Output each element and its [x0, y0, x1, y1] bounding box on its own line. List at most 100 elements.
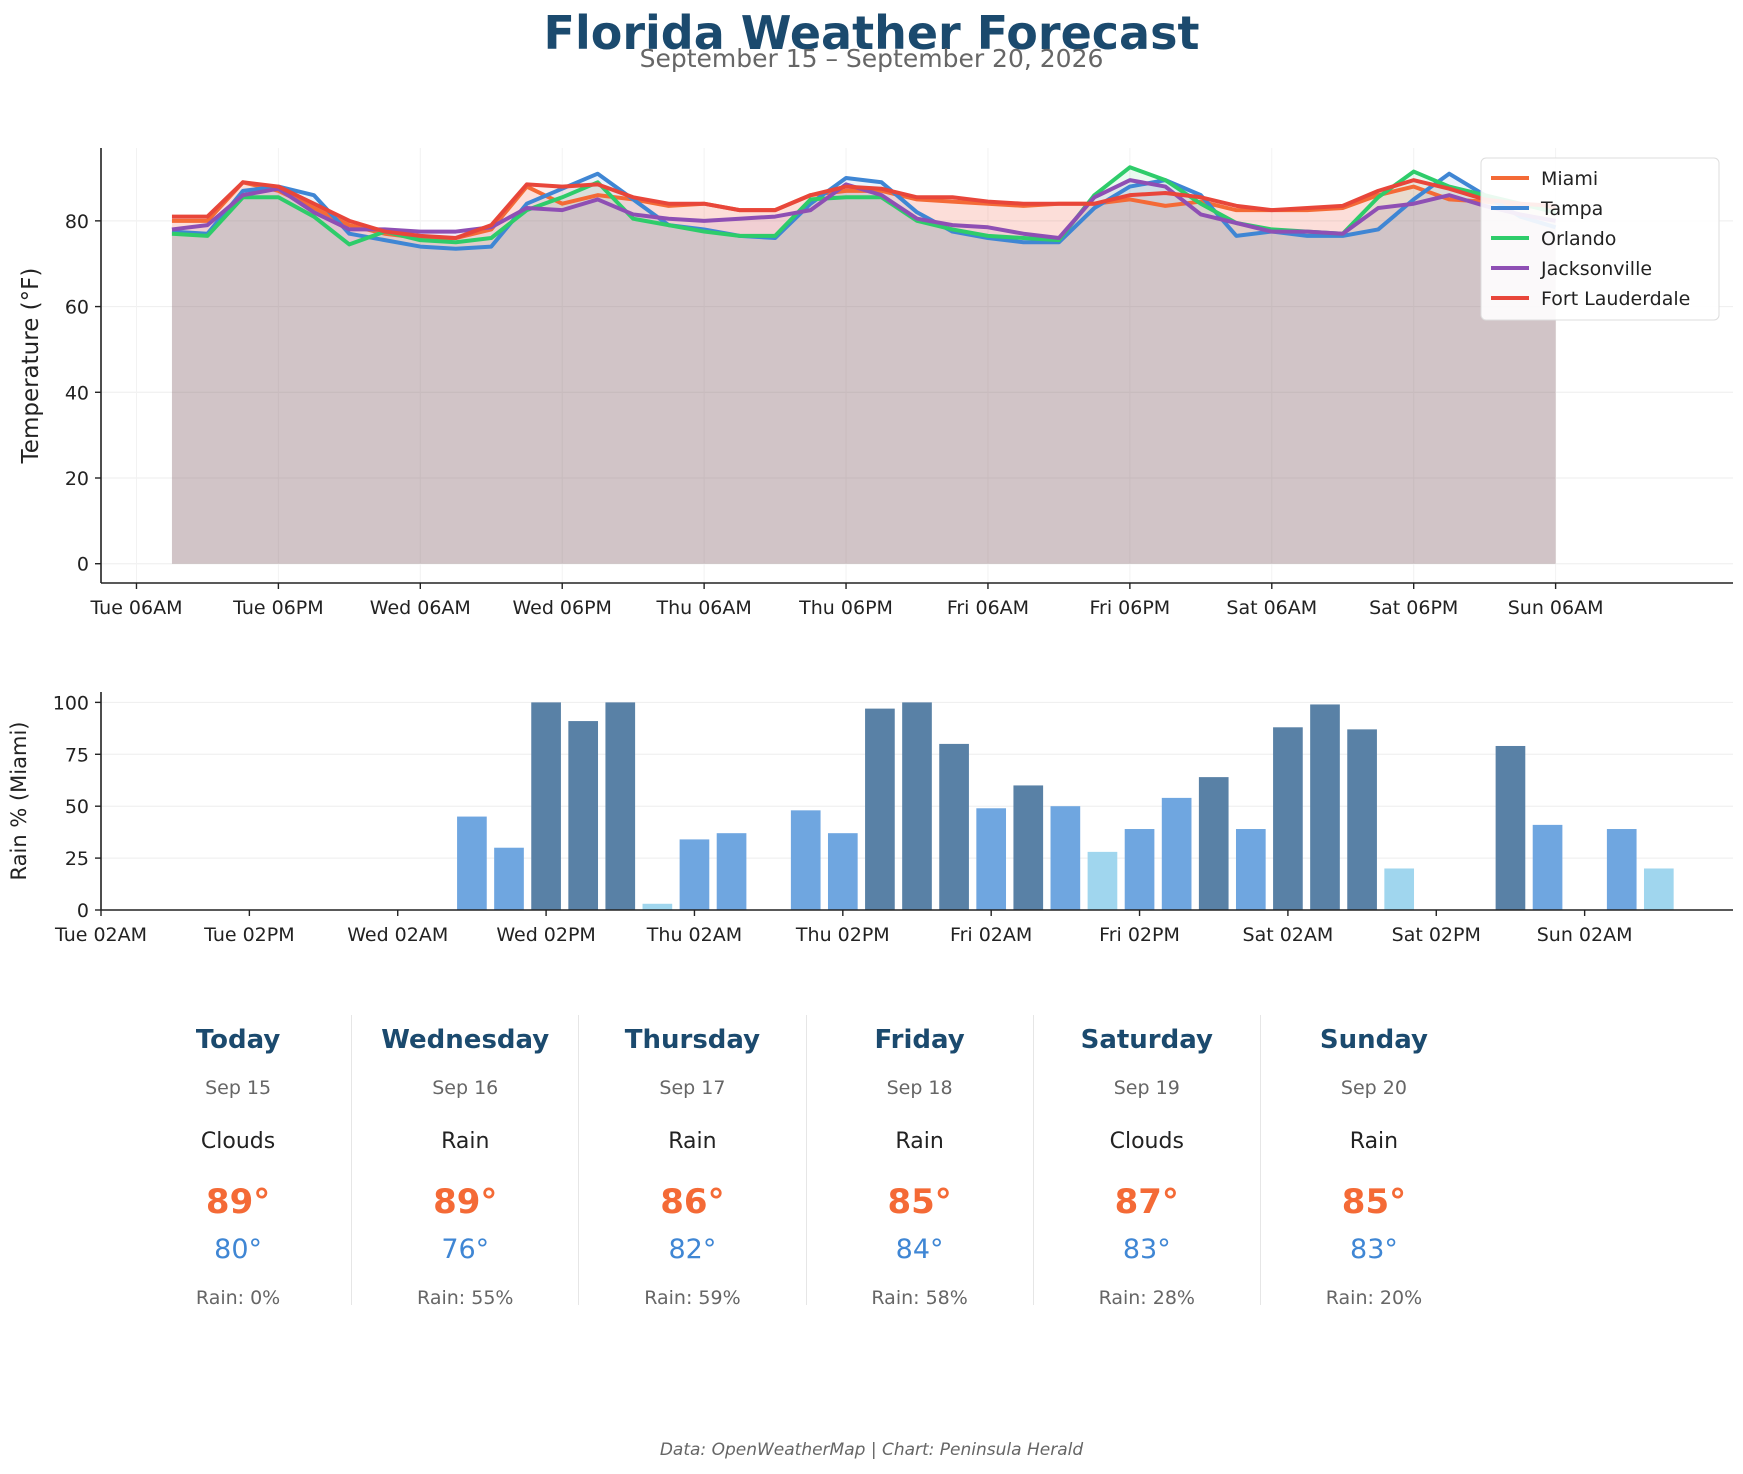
- rain-bar: [1606, 829, 1637, 910]
- forecast-low: 84°: [895, 1234, 944, 1265]
- forecast-rain: Rain: 55%: [417, 1287, 514, 1309]
- forecast-day: Sunday: [1319, 1025, 1428, 1055]
- forecast-low: 80°: [214, 1234, 263, 1265]
- rain-bar: [1495, 745, 1526, 910]
- forecast-date: Sep 18: [886, 1077, 953, 1099]
- legend-entry: Jacksonville: [1540, 258, 1652, 280]
- forecast-rain: Rain: 28%: [1098, 1287, 1195, 1309]
- forecast-card: Wednesday Sep 16 Rain 89° 76° Rain: 55%: [352, 1015, 580, 1309]
- forecast-rain: Rain: 58%: [871, 1287, 968, 1309]
- rain-y-axis-label: Rain % (Miami): [7, 722, 31, 881]
- series-fill: [171, 180, 1556, 564]
- forecast-card: Friday Sep 18 Rain 85° 84° Rain: 58%: [807, 1015, 1034, 1309]
- forecast-rain: Rain: 59%: [644, 1287, 741, 1309]
- forecast-card: Saturday Sep 19 Clouds 87° 83° Rain: 28%: [1034, 1015, 1261, 1309]
- forecast-low: 76°: [441, 1234, 490, 1265]
- temp-x-tick-label: Sat 06PM: [1369, 597, 1458, 619]
- forecast-card: Thursday Sep 17 Rain 86° 82° Rain: 59%: [579, 1015, 807, 1309]
- temp-y-tick-label: 40: [65, 382, 89, 404]
- rain-bar: [827, 833, 858, 910]
- series-fill: [171, 182, 1556, 564]
- forecast-rain: Rain: 0%: [195, 1287, 281, 1309]
- temp-x-tick-label: Tue 06AM: [89, 597, 182, 619]
- temp-y-tick-label: 80: [65, 211, 89, 233]
- rain-bar: [1235, 829, 1266, 910]
- rain-bar: [568, 721, 599, 910]
- rain-bar: [1050, 806, 1081, 910]
- rain-bar: [1532, 824, 1563, 910]
- rain-bar: [605, 702, 636, 910]
- rain-bar: [1273, 727, 1303, 910]
- forecast-day: Saturday: [1080, 1025, 1213, 1055]
- temp-x-tick-label: Thu 06AM: [655, 597, 751, 619]
- forecast-low: 82°: [668, 1234, 717, 1265]
- rain-bar: [679, 839, 710, 910]
- temp-x-tick-label: Tue 06PM: [232, 597, 324, 619]
- rain-bar: [1384, 868, 1415, 910]
- forecast-date: Sep 15: [205, 1077, 272, 1099]
- rain-bar: [1310, 704, 1340, 910]
- temp-x-tick-label: Thu 06PM: [798, 597, 893, 619]
- rain-x-tick-label: Thu 02AM: [646, 924, 742, 946]
- forecast-high: 89°: [433, 1182, 498, 1222]
- temp-x-tick-label: Fri 06PM: [1090, 597, 1171, 619]
- forecast-condition: Rain: [668, 1129, 717, 1154]
- forecast-high: 89°: [205, 1182, 271, 1222]
- forecast-rain: Rain: 20%: [1325, 1287, 1423, 1309]
- daily-forecast: Today Sep 15 Clouds 89° 80° Rain: 0% Wed…: [125, 1015, 1487, 1309]
- forecast-high: 86°: [660, 1182, 725, 1222]
- forecast-date: Sep 17: [659, 1077, 726, 1099]
- forecast-day: Thursday: [624, 1025, 761, 1055]
- rain-y-tick-label: 0: [77, 900, 89, 922]
- rain-x-tick-label: Sun 02AM: [1537, 924, 1633, 946]
- rain-y-tick-label: 75: [65, 744, 89, 766]
- legend-box: [1480, 157, 1720, 321]
- rain-bar: [716, 833, 747, 910]
- forecast-condition: Rain: [441, 1129, 490, 1154]
- rain-bar: [790, 810, 821, 910]
- rain-bar: [1198, 777, 1229, 910]
- legend-entry: Miami: [1541, 168, 1598, 190]
- rain-bar: [939, 743, 969, 910]
- forecast-low: 83°: [1122, 1234, 1171, 1265]
- legend-entry: Fort Lauderdale: [1541, 288, 1690, 310]
- forecast-condition: Clouds: [1109, 1129, 1184, 1154]
- temp-y-tick-label: 60: [65, 297, 89, 319]
- legend-entry: Orlando: [1541, 228, 1616, 250]
- temp-y-axis-label: Temperature (°F): [18, 268, 44, 465]
- forecast-date: Sep 16: [432, 1077, 499, 1099]
- forecast-day: Wednesday: [381, 1025, 550, 1055]
- rain-x-tick-label: Fri 02PM: [1099, 924, 1180, 946]
- rain-bar: [1124, 829, 1155, 910]
- rain-y-tick-label: 50: [65, 796, 89, 818]
- forecast-card: Sunday Sep 20 Rain 85° 83° Rain: 20%: [1261, 1015, 1487, 1309]
- temp-x-tick-label: Wed 06PM: [512, 597, 612, 619]
- forecast-high: 87°: [1114, 1182, 1179, 1222]
- rain-bar: [1643, 868, 1674, 910]
- temp-y-tick-label: 20: [65, 468, 89, 490]
- rain-x-tick-label: Thu 02PM: [795, 924, 890, 946]
- forecast-date: Sep 20: [1340, 1077, 1407, 1099]
- rain-bar: [494, 847, 524, 910]
- forecast-high: 85°: [1341, 1182, 1407, 1222]
- forecast-condition: Rain: [895, 1129, 944, 1154]
- rain-bar: [457, 816, 487, 910]
- rain-bar: [902, 702, 932, 910]
- forecast-low: 83°: [1350, 1234, 1398, 1265]
- forecast-card: Today Sep 15 Clouds 89° 80° Rain: 0%: [125, 1015, 353, 1309]
- forecast-high: 85°: [887, 1182, 952, 1222]
- rain-bar: [1013, 785, 1044, 910]
- rain-bar: [642, 903, 673, 910]
- page-title: Florida Weather Forecast: [543, 6, 1200, 60]
- rain-bar: [531, 702, 561, 910]
- forecast-condition: Rain: [1349, 1129, 1399, 1154]
- series-fill: [171, 167, 1556, 564]
- temp-x-tick-label: Fri 06AM: [947, 597, 1029, 619]
- rain-bar: [1161, 797, 1192, 910]
- series-line: [171, 178, 1556, 240]
- rain-bar: [976, 808, 1007, 910]
- rain-x-tick-label: Tue 02PM: [203, 924, 295, 946]
- temp-x-tick-label: Sun 06AM: [1508, 597, 1604, 619]
- rain-bar: [1347, 729, 1377, 910]
